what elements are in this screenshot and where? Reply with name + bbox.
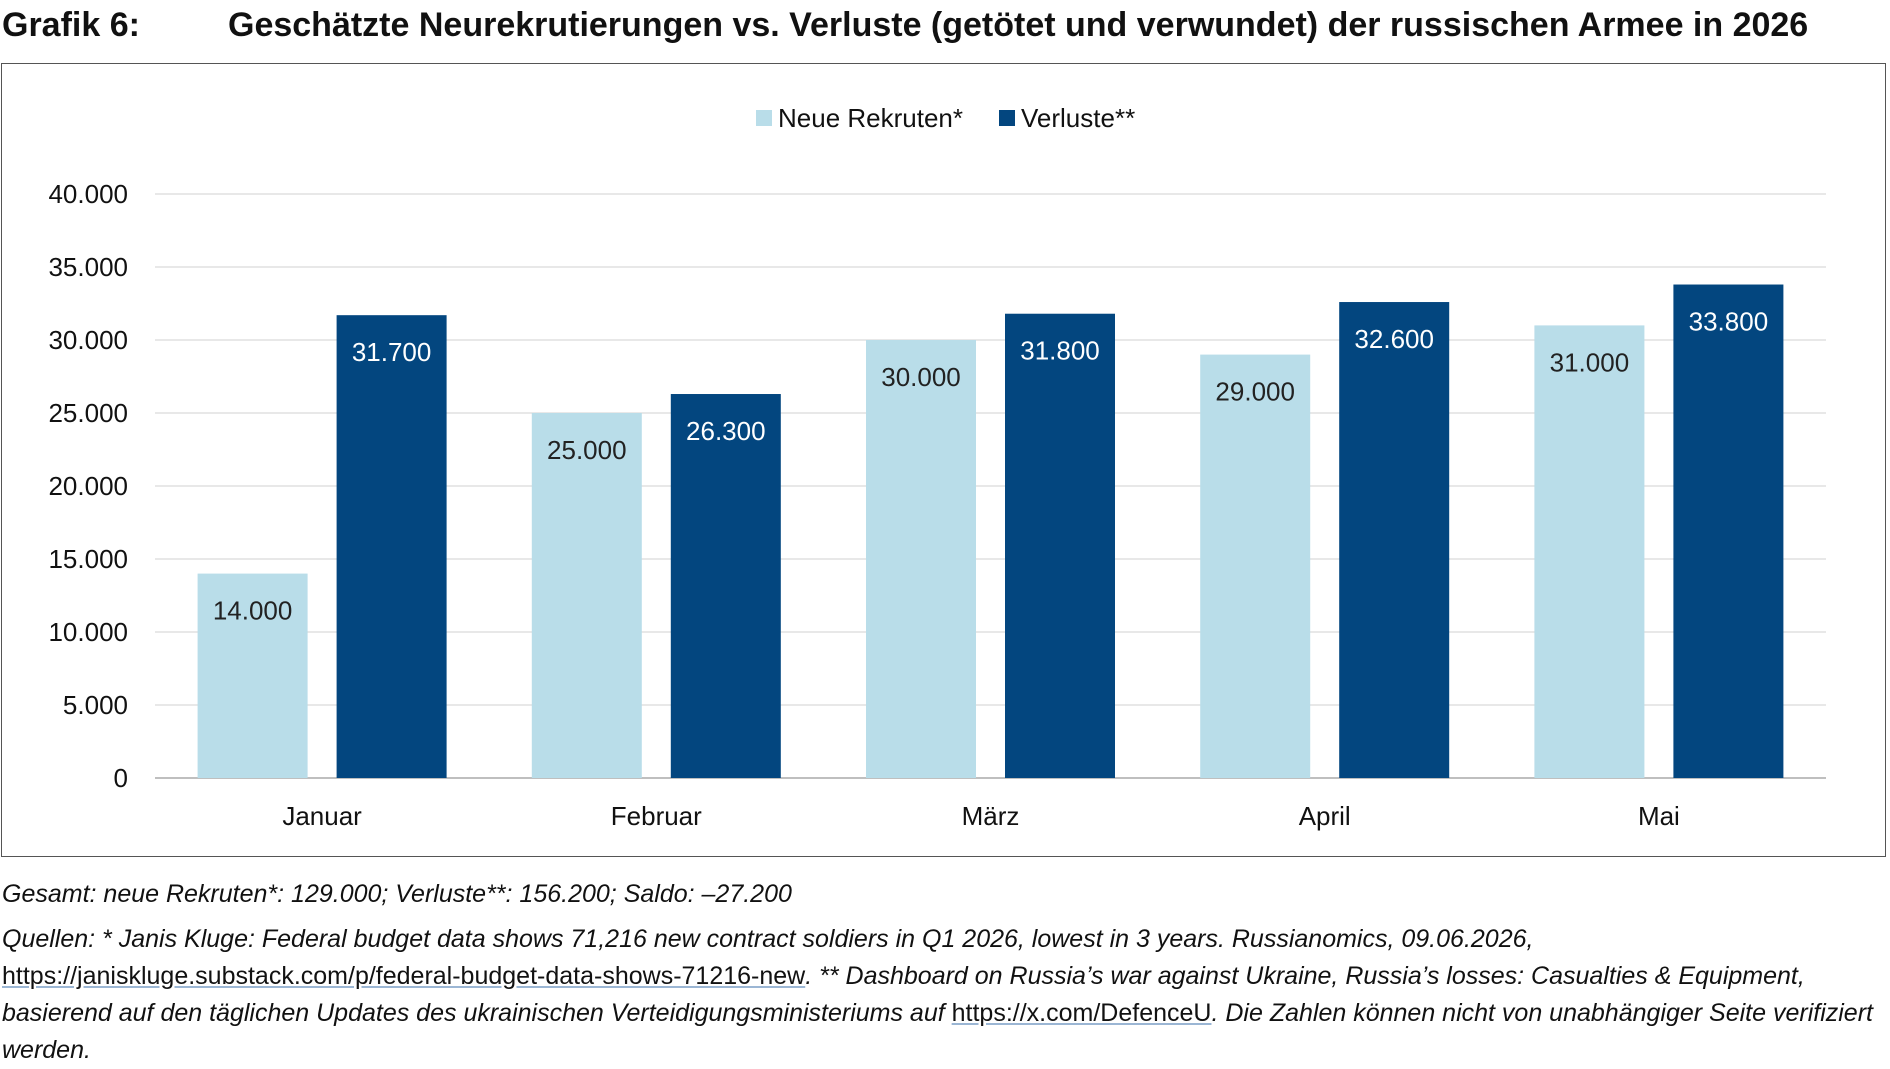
data-label: 29.000 <box>1215 377 1295 407</box>
data-label: 31.700 <box>352 337 432 367</box>
y-tick-label: 5.000 <box>63 690 128 720</box>
bar-neue-rekruten <box>1534 325 1645 778</box>
bar-verluste <box>670 394 781 778</box>
data-label: 30.000 <box>881 362 961 392</box>
chart-footer: Gesamt: neue Rekruten*: 129.000; Verlust… <box>2 876 1886 1069</box>
legend-label: Neue Rekruten* <box>778 103 963 133</box>
y-tick-label: 20.000 <box>48 471 128 501</box>
legend: Neue Rekruten* Verluste** <box>756 103 1135 133</box>
bar-verluste <box>1339 302 1450 778</box>
y-tick-label: 40.000 <box>48 179 128 209</box>
legend-label: Verluste** <box>1021 103 1135 133</box>
chart-header: Grafik 6: Geschätzte Neurekrutierungen v… <box>0 6 1890 56</box>
chart-title: Geschätzte Neurekrutierungen vs. Verlust… <box>228 6 1809 44</box>
data-labels: 14.000 31.700 25.000 26.300 30.000 31.800 29.0… <box>213 307 1768 626</box>
bar-neue-rekruten <box>866 340 976 778</box>
bar-neue-rekruten <box>531 413 642 778</box>
bar-verluste <box>336 315 447 778</box>
data-label: 31.800 <box>1020 336 1100 366</box>
y-tick-label: 10.000 <box>48 617 128 647</box>
bar-neue-rekruten <box>197 573 308 778</box>
x-tick-label: Februar <box>611 801 702 831</box>
y-tick-label: 35.000 <box>48 252 128 282</box>
x-axis-tick-labels: Januar Februar März April Mai <box>282 801 1680 831</box>
x-tick-label: Mai <box>1638 801 1680 831</box>
legend-swatch <box>999 110 1015 126</box>
bar-verluste <box>1673 284 1784 778</box>
sources-text-2: . ** Dashboard on Russia’s war against U… <box>2 962 1805 1027</box>
x-tick-label: März <box>962 801 1020 831</box>
data-label: 26.300 <box>686 416 766 446</box>
legend-swatch <box>756 110 772 126</box>
y-tick-label: 30.000 <box>48 325 128 355</box>
y-axis-tick-labels: 0 5.000 10.000 15.000 20.000 25.000 30.000 35.0… <box>48 179 128 793</box>
y-tick-label: 15.000 <box>48 544 128 574</box>
sources-note: Quellen: * Janis Kluge: Federal budget d… <box>2 921 1886 1069</box>
bar-verluste <box>1005 313 1115 778</box>
chart-frame: Neue Rekruten* Verluste** 0 5.000 10.000 15.… <box>1 63 1886 857</box>
data-label: 31.000 <box>1550 347 1630 377</box>
data-label: 33.800 <box>1689 307 1769 337</box>
bar-chart: Neue Rekruten* Verluste** 0 5.000 10.000 15.… <box>48 103 1826 831</box>
source-link-substack[interactable]: https://janiskluge.substack.com/p/federa… <box>2 962 806 990</box>
y-tick-label: 25.000 <box>48 398 128 428</box>
figure-label: Grafik 6: <box>2 6 140 44</box>
data-label: 25.000 <box>547 435 627 465</box>
total-summary: Gesamt: neue Rekruten*: 129.000; Verlust… <box>2 880 792 908</box>
source-link-defenceu[interactable]: https://x.com/DefenceU <box>951 999 1212 1027</box>
sources-text-1: Quellen: * Janis Kluge: Federal budget d… <box>2 925 1534 953</box>
data-label: 14.000 <box>213 596 293 626</box>
y-tick-label: 0 <box>114 763 128 793</box>
bar-neue-rekruten <box>1200 354 1311 778</box>
bars <box>197 284 1784 778</box>
data-label: 32.600 <box>1354 324 1434 354</box>
x-tick-label: April <box>1299 801 1351 831</box>
x-tick-label: Januar <box>282 801 362 831</box>
